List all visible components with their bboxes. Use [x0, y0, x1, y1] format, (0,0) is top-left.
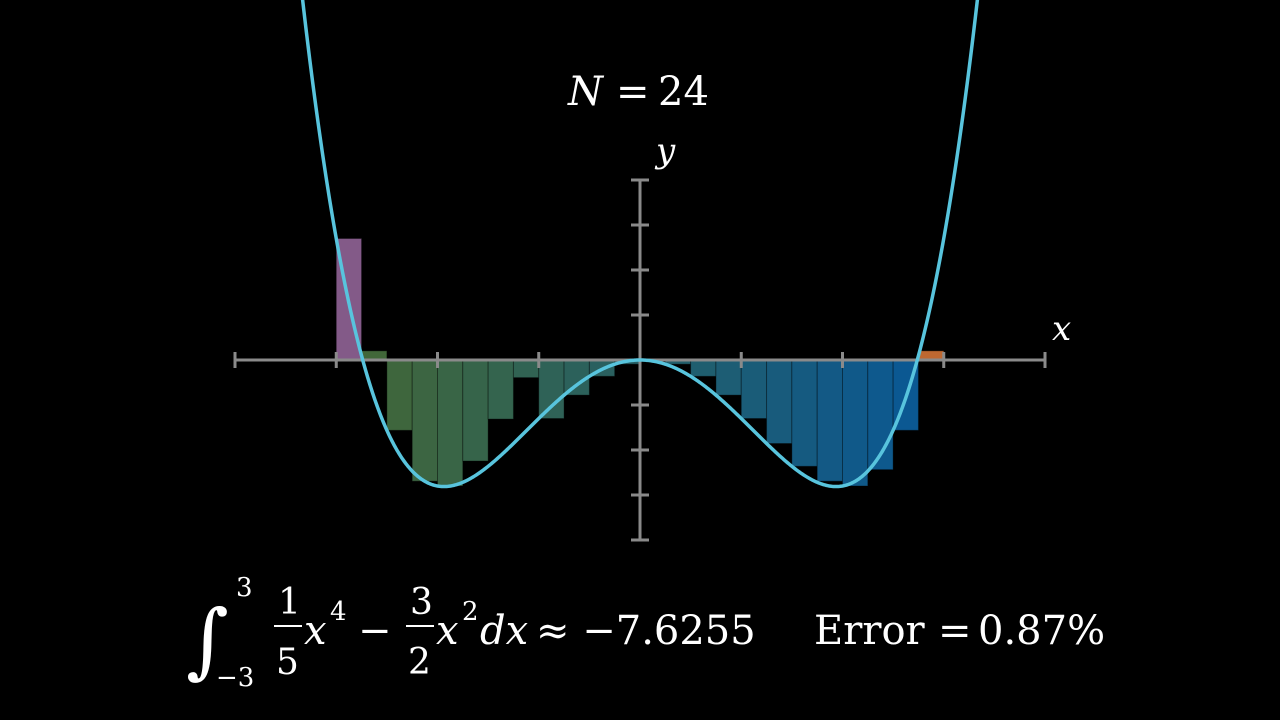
integral-lower-bound: −3	[216, 663, 254, 693]
integral-upper-bound: 3	[236, 573, 253, 603]
rectangle-count-title: N = 24	[567, 69, 709, 115]
term1-exponent: 4	[330, 597, 347, 627]
fraction2-numerator: 3	[410, 582, 433, 623]
riemann-rectangle	[462, 359, 489, 462]
riemann-rectangle	[740, 359, 768, 419]
fraction1-numerator: 1	[278, 582, 301, 623]
integral-formula: ∫ 3 −3 1 5 x 4 − 3 2 x 2 dx ≈ −7.6255	[186, 573, 756, 693]
x-axis-ticks	[233, 352, 1047, 368]
riemann-rectangle	[842, 359, 869, 487]
riemann-rectangle	[538, 359, 565, 419]
term2-variable: x	[436, 608, 459, 654]
fraction1-denominator: 5	[276, 642, 299, 683]
term2-exponent: 2	[462, 597, 479, 627]
x-axis-label: x	[1052, 309, 1071, 349]
fraction2-denominator: 2	[408, 642, 431, 683]
error-value: 0.87%	[978, 608, 1105, 654]
n-variable: N	[567, 69, 605, 115]
approximation-value: ≈ −7.6255	[536, 608, 756, 654]
riemann-rectangle	[715, 359, 742, 396]
error-label: Error	[814, 608, 926, 654]
riemann-rectangle	[816, 359, 843, 482]
riemann-rectangle	[690, 359, 717, 377]
error-equals: =	[938, 608, 972, 654]
riemann-rectangle	[386, 359, 413, 431]
riemann-rectangle	[437, 359, 464, 487]
y-axis-ticks	[631, 178, 649, 542]
integral-sign: ∫	[186, 593, 229, 688]
differential: dx	[480, 608, 528, 654]
y-axis-label: y	[654, 131, 676, 171]
riemann-rectangle	[411, 359, 438, 482]
term1-variable: x	[304, 608, 327, 654]
riemann-rectangle	[766, 359, 793, 444]
riemann-rectangle	[791, 359, 818, 467]
n-equals: =	[616, 69, 650, 115]
minus-sign: −	[358, 608, 392, 654]
n-value: 24	[658, 69, 709, 115]
error-readout: Error = 0.87%	[814, 608, 1105, 654]
riemann-rectangle	[487, 359, 514, 420]
riemann-rectangle	[512, 359, 540, 379]
function-curve	[300, 0, 980, 489]
